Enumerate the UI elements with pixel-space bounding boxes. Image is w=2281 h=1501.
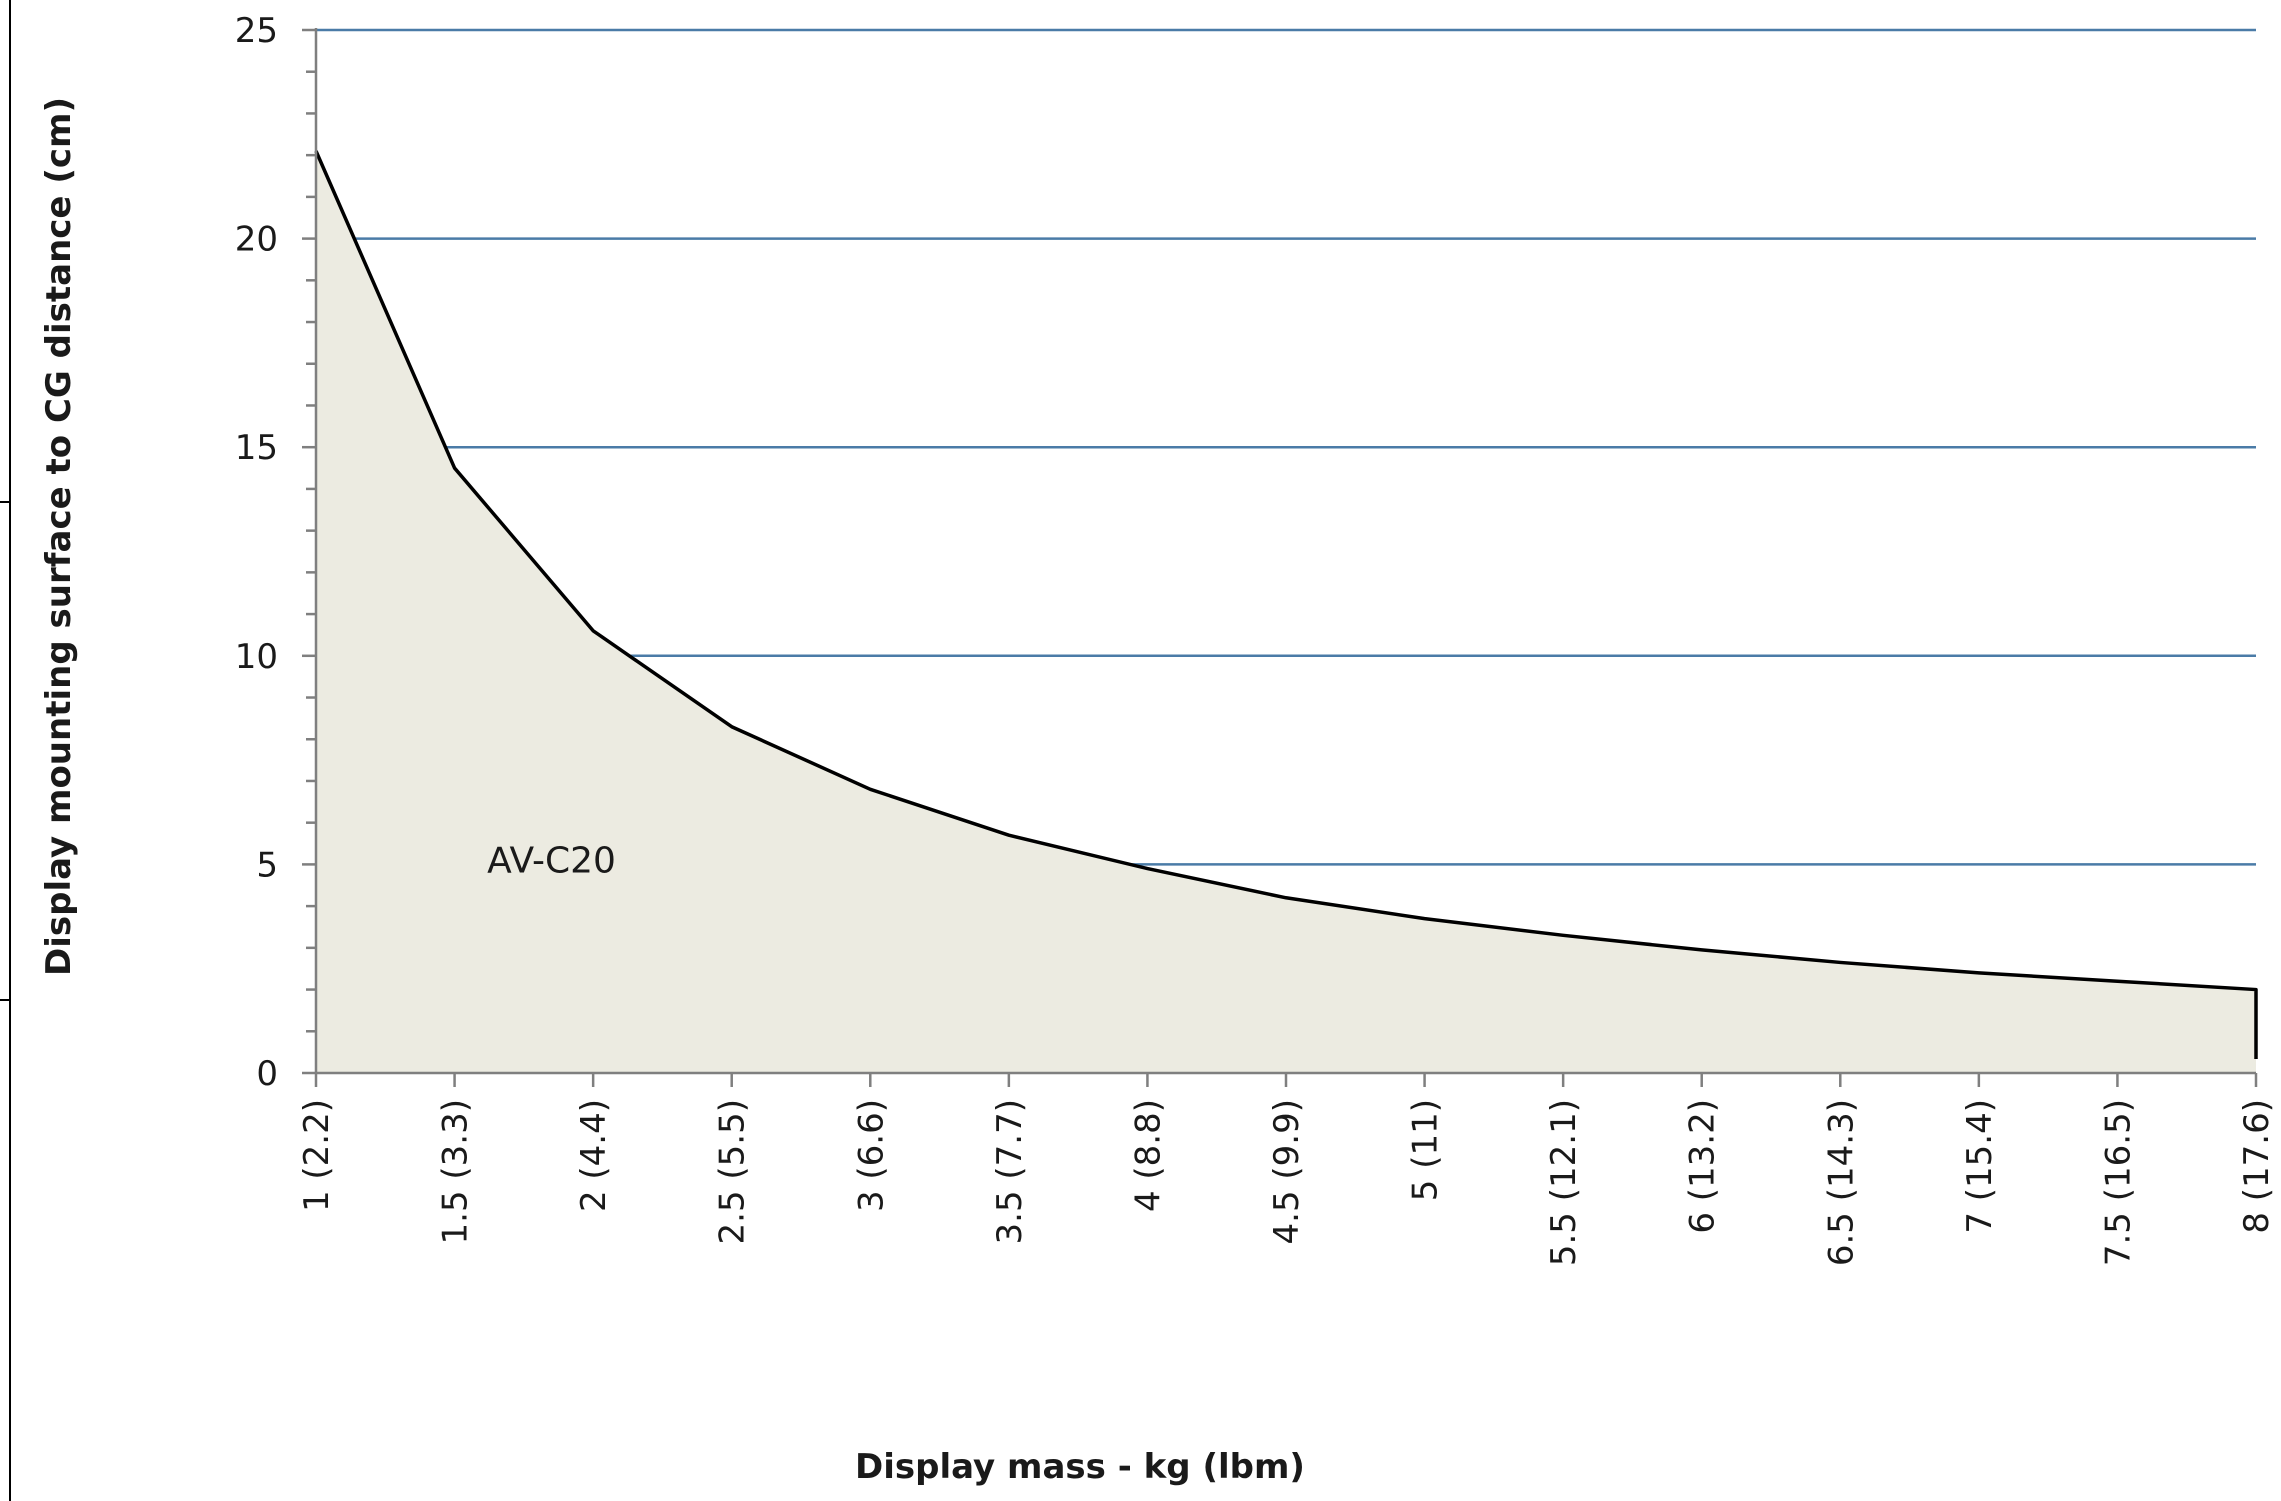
x-tick-label: 1.5 (3.3) [436, 1099, 476, 1244]
x-tick-label: 5.5 (12.1) [1544, 1099, 1584, 1266]
x-axis-title: Display mass - kg (lbm) [855, 1447, 1305, 1487]
x-tick-label: 3.5 (7.7) [990, 1099, 1030, 1244]
y-tick-label: 0 [256, 1054, 278, 1094]
y-tick-label: 10 [235, 637, 278, 677]
y-tick-label: 15 [235, 428, 278, 468]
x-tick-label: 6.5 (14.3) [1821, 1099, 1861, 1266]
left-edge-decoration [0, 0, 11, 1501]
x-tick-label: 2 (4.4) [574, 1099, 614, 1212]
axes [302, 28, 2258, 1087]
y-axis-title: Display mounting surface to CG distance … [39, 97, 79, 976]
x-tick-label: 4.5 (9.9) [1267, 1099, 1307, 1244]
x-tick-label: 3 (6.6) [851, 1099, 891, 1212]
x-tick-label: 6 (13.2) [1683, 1099, 1723, 1234]
area-fill [316, 150, 2256, 1073]
series-line [314, 150, 2258, 1059]
y-tick-label: 25 [235, 11, 278, 51]
x-tick-label: 7 (15.4) [1960, 1099, 2000, 1234]
x-tick-label: 1 (2.2) [297, 1099, 337, 1212]
x-tick-label: 7.5 (16.5) [2098, 1099, 2138, 1266]
x-tick-label: 2.5 (5.5) [713, 1099, 753, 1244]
x-tick-label: 8 (17.6) [2237, 1099, 2277, 1234]
x-tick-label: 5 (11) [1406, 1099, 1446, 1201]
y-tick-label: 5 [256, 845, 278, 885]
labels: Display mounting surface to CG distance … [39, 11, 2277, 1487]
x-tick-label: 4 (8.8) [1128, 1099, 1168, 1212]
y-tick-label: 20 [235, 220, 278, 260]
series-annotation: AV-C20 [487, 841, 616, 882]
